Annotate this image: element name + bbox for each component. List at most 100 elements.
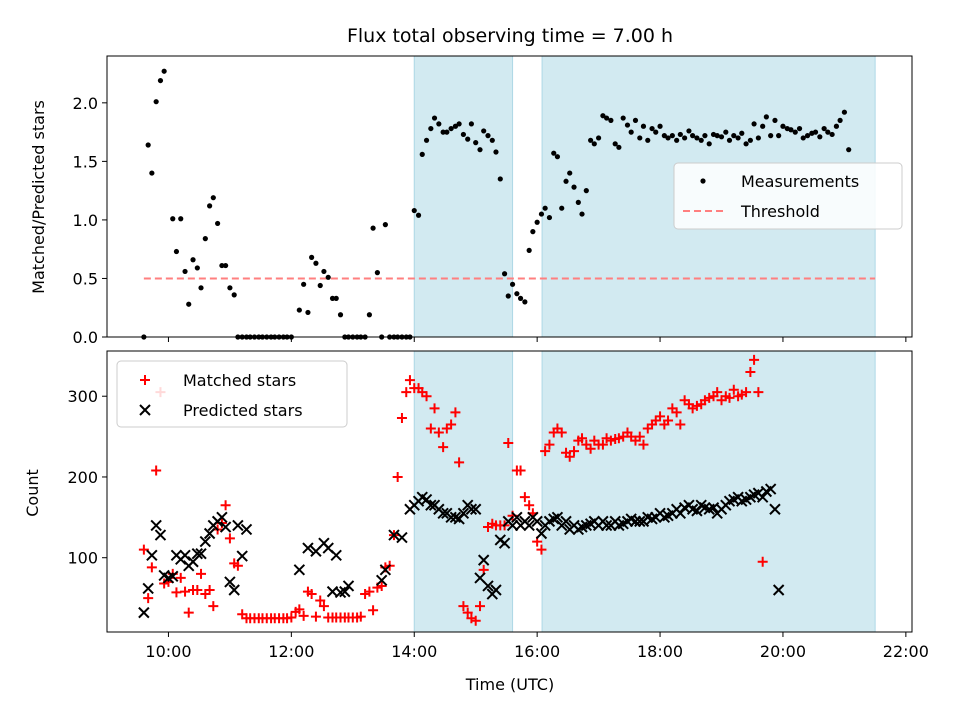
- predicted-point: [498, 537, 511, 549]
- matched-point: [143, 593, 154, 604]
- measurement-point: [559, 205, 565, 211]
- predicted-point: [302, 542, 314, 554]
- predicted-point: [146, 549, 158, 561]
- matched-point: [315, 595, 326, 606]
- measurement-point: [337, 312, 344, 318]
- predicted-point: [764, 483, 777, 495]
- measurement-point: [682, 135, 688, 141]
- matched-point: [671, 407, 682, 418]
- predicted-point: [535, 527, 548, 540]
- top-ylabel: Matched/Predicted stars: [29, 100, 48, 294]
- xlabel: Time (UTC): [465, 675, 554, 694]
- measurement-point: [804, 133, 811, 139]
- matched-point: [286, 612, 297, 623]
- measurement-point: [698, 137, 704, 143]
- matched-point: [368, 605, 379, 616]
- measurement-point: [821, 125, 827, 132]
- matched-point: [470, 615, 481, 626]
- matched-point: [536, 544, 547, 555]
- shaded-interval: [413, 350, 514, 633]
- matched-point: [585, 443, 596, 454]
- matched-point: [577, 433, 588, 444]
- predicted-point: [216, 511, 228, 524]
- measurement-point: [600, 113, 606, 119]
- measurement-point: [657, 123, 663, 129]
- measurement-point: [227, 285, 233, 291]
- measurement-point: [317, 282, 323, 289]
- predicted-point: [769, 503, 781, 515]
- matched-point: [454, 457, 465, 468]
- measurement-point: [760, 123, 766, 129]
- predicted-point: [437, 507, 449, 520]
- x-tick-label: 10:00: [145, 642, 191, 661]
- measurement-point: [768, 133, 774, 139]
- x-tick-label: 22:00: [883, 642, 929, 661]
- y-tick-label: 2.0: [73, 94, 98, 113]
- predicted-point: [142, 582, 154, 595]
- measurement-point: [788, 127, 794, 133]
- matched-point: [556, 427, 567, 438]
- measurement-point: [640, 123, 647, 129]
- measurement-point: [747, 137, 753, 143]
- measurement-point: [608, 117, 614, 123]
- measurement-point: [735, 135, 741, 141]
- measurement-point: [841, 109, 848, 115]
- matched-point: [232, 560, 243, 571]
- matched-point: [458, 601, 469, 612]
- measurement-point: [477, 147, 483, 153]
- y-tick-label: 200: [67, 468, 98, 487]
- measurement-point: [170, 216, 176, 222]
- measurement-point: [485, 133, 491, 139]
- measurement-point: [198, 285, 204, 291]
- matched-point: [638, 439, 649, 450]
- matched-point: [712, 387, 723, 398]
- predicted-point: [150, 519, 162, 532]
- top-panel: 0.0 0.5 1.0 1.5 2.0 Measurements Threshold: [73, 55, 913, 347]
- measurement-point: [674, 137, 680, 143]
- measurement-point: [755, 135, 761, 141]
- matched-point: [634, 431, 645, 442]
- predicted-point: [634, 515, 646, 528]
- measurement-point: [780, 123, 786, 129]
- matched-point: [376, 580, 387, 591]
- matched-point: [364, 586, 375, 597]
- measurement-point: [763, 114, 769, 120]
- measurement-point: [149, 170, 155, 176]
- measurement-point: [846, 147, 852, 153]
- legend-predicted-label: Predicted stars: [183, 401, 303, 420]
- legend-bottom: [116, 360, 348, 428]
- measurement-point: [743, 141, 749, 147]
- predicted-point: [477, 554, 490, 566]
- matched-point: [180, 586, 191, 597]
- measurement-point: [726, 137, 733, 143]
- measurement-point: [522, 299, 528, 305]
- measurement-point: [153, 99, 159, 105]
- matched-point: [192, 585, 203, 596]
- measurement-point: [321, 268, 327, 275]
- measurement-point: [374, 270, 380, 276]
- measurement-point: [190, 257, 196, 263]
- measurement-point: [301, 281, 307, 287]
- predicted-point: [191, 547, 204, 560]
- measurement-point: [530, 229, 536, 235]
- matched-point: [298, 610, 309, 621]
- measurement-point: [448, 125, 454, 132]
- matched-point: [224, 533, 235, 544]
- matched-point: [310, 611, 321, 622]
- predicted-point: [330, 549, 342, 561]
- measurement-point: [772, 117, 778, 123]
- measurement-point: [653, 129, 659, 135]
- measurement-point: [452, 123, 459, 129]
- y-tick-label: 0.5: [73, 269, 98, 288]
- measurement-point: [161, 68, 167, 74]
- matched-point: [597, 439, 608, 450]
- matched-point: [745, 366, 756, 377]
- measurement-point: [776, 133, 782, 139]
- measurement-point: [186, 301, 192, 307]
- predicted-point: [388, 529, 400, 541]
- predicted-point: [154, 529, 167, 541]
- measurement-point: [686, 128, 692, 134]
- predicted-point: [511, 511, 523, 524]
- matched-point: [519, 492, 530, 503]
